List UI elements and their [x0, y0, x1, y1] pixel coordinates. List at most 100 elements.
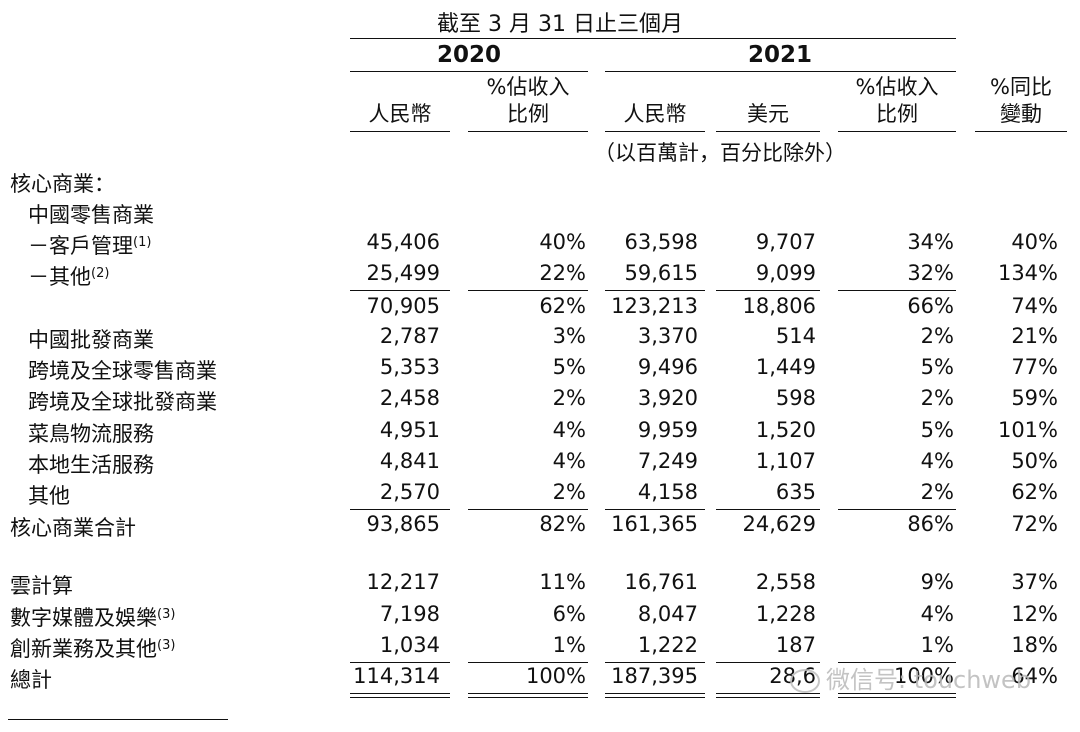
row-label: 核心商業： — [10, 172, 115, 196]
footnote-ref: (3) — [157, 607, 176, 622]
cell-pct-2021: 2% — [920, 480, 954, 504]
table-row: 跨境及全球批發商業 2,458 2% 3,920 598 2% 59% — [0, 386, 1080, 416]
row-label: 雲計算 — [10, 574, 73, 598]
cell-usd-2021: 9,707 — [755, 230, 816, 254]
table-row: 其他 2,570 2% 4,158 635 2% 62% — [0, 480, 1080, 510]
table-row: 雲計算 12,217 11% 16,761 2,558 9% 37% — [0, 570, 1080, 600]
cell-pct-2021: 4% — [920, 602, 954, 626]
table-row: 本地生活服務 4,841 4% 7,249 1,107 4% 50% — [0, 449, 1080, 479]
table-row: 中國批發商業 2,787 3% 3,370 514 2% 21% — [0, 324, 1080, 354]
grand-total-double-rule — [716, 693, 820, 698]
cell-yoy: 18% — [1011, 633, 1058, 657]
core-total-rule — [605, 509, 705, 510]
col-rmb-2021-underline — [605, 131, 705, 132]
col-pct-2021-line2: 比例 — [876, 102, 918, 126]
cell-pct-2021: 34% — [907, 230, 954, 254]
cell-rmb-2021: 161,365 — [611, 512, 698, 536]
cell-rmb-2021: 4,158 — [637, 480, 698, 504]
cell-usd-2021: 18,806 — [742, 294, 816, 318]
col-rmb-2020: 人民幣 — [368, 102, 432, 126]
row-label: －客戶管理(1) — [28, 234, 152, 258]
cell-rmb-2020: 2,570 — [379, 480, 440, 504]
table-row: 數字媒體及娛樂(3) 7,198 6% 8,047 1,228 4% 12% — [0, 602, 1080, 632]
cell-pct-2021: 2% — [920, 386, 954, 410]
grand-total-rule — [350, 662, 450, 663]
subtotal-rule — [468, 290, 588, 291]
cell-pct-2020: 40% — [539, 230, 586, 254]
cell-yoy: 77% — [1011, 355, 1058, 379]
grand-total-double-rule — [838, 693, 956, 698]
cell-rmb-2020: 4,951 — [379, 418, 440, 442]
cell-pct-2020: 82% — [539, 512, 586, 536]
cell-pct-2020: 5% — [552, 355, 586, 379]
col-pct-2021-underline — [838, 131, 956, 132]
cell-pct-2021: 2% — [920, 324, 954, 348]
cell-yoy: 74% — [1011, 294, 1058, 318]
cell-usd-2021: 1,520 — [755, 418, 816, 442]
cell-pct-2020: 4% — [552, 449, 586, 473]
cell-rmb-2021: 9,959 — [637, 418, 698, 442]
footnote-separator — [8, 719, 228, 720]
cell-pct-2021: 32% — [907, 261, 954, 285]
row-label: 菜鳥物流服務 — [28, 422, 154, 446]
cell-yoy: 134% — [997, 261, 1058, 285]
footnote-ref: (1) — [133, 235, 152, 250]
row-label: 總計 — [10, 668, 52, 692]
row-label: 核心商業合計 — [10, 516, 136, 540]
cell-usd-2021: 1,449 — [755, 355, 816, 379]
cell-usd-2021: 187 — [775, 633, 816, 657]
cell-pct-2020: 6% — [552, 602, 586, 626]
subtotal-rule — [605, 290, 705, 291]
cell-rmb-2021: 16,761 — [624, 570, 698, 594]
cell-pct-2021: 86% — [907, 512, 954, 536]
grand-total-rule — [838, 662, 956, 663]
cell-rmb-2021: 3,920 — [637, 386, 698, 410]
cell-rmb-2020: 45,406 — [366, 230, 440, 254]
cell-rmb-2021: 59,615 — [624, 261, 698, 285]
cell-rmb-2020: 4,841 — [379, 449, 440, 473]
subtotal-rule — [350, 290, 450, 291]
row-label: 跨境及全球零售商業 — [28, 359, 217, 383]
cell-pct-2020: 2% — [552, 386, 586, 410]
cell-rmb-2021: 9,496 — [637, 355, 698, 379]
cell-yoy: 12% — [1011, 602, 1058, 626]
cell-rmb-2020: 12,217 — [366, 570, 440, 594]
cell-pct-2021: 100% — [893, 664, 954, 688]
cell-yoy: 40% — [1011, 230, 1058, 254]
cell-yoy: 62% — [1011, 480, 1058, 504]
row-label: 中國批發商業 — [28, 328, 154, 352]
col-pct-2020-line1: %佔收入 — [486, 75, 570, 99]
table-row: －其他(2) 25,499 22% 59,615 9,099 32% 134% — [0, 261, 1080, 291]
cell-rmb-2020: 114,314 — [353, 664, 440, 688]
cell-pct-2021: 66% — [907, 294, 954, 318]
cell-rmb-2021: 1,222 — [637, 633, 698, 657]
cell-usd-2021: 598 — [775, 386, 816, 410]
cell-rmb-2021: 8,047 — [637, 602, 698, 626]
year-2020: 2020 — [436, 42, 501, 68]
cell-yoy: 21% — [1011, 324, 1058, 348]
footnote-ref: (3) — [157, 638, 176, 653]
col-rmb-2020-underline — [350, 131, 450, 132]
cell-rmb-2020: 1,034 — [379, 633, 440, 657]
cell-rmb-2021: 187,395 — [611, 664, 698, 688]
cell-pct-2020: 62% — [539, 294, 586, 318]
cell-pct-2020: 11% — [539, 570, 586, 594]
cell-pct-2020: 3% — [552, 324, 586, 348]
grand-total-rule — [468, 662, 588, 663]
cell-usd-2021: 1,107 — [755, 449, 816, 473]
table-row: 核心商業： — [0, 168, 1080, 198]
cell-pct-2020: 2% — [552, 480, 586, 504]
cell-rmb-2020: 25,499 — [366, 261, 440, 285]
core-total-rule — [350, 509, 450, 510]
grand-total-double-rule — [605, 693, 705, 698]
col-pct-2021-line1: %佔收入 — [855, 75, 939, 99]
table-row: －客戶管理(1) 45,406 40% 63,598 9,707 34% 40% — [0, 230, 1080, 260]
cell-usd-2021: 2,558 — [755, 570, 816, 594]
cell-pct-2021: 4% — [920, 449, 954, 473]
col-rmb-2021: 人民幣 — [623, 102, 687, 126]
col-pct-2020-underline — [468, 131, 588, 132]
cell-rmb-2021: 63,598 — [624, 230, 698, 254]
cell-rmb-2020: 2,458 — [379, 386, 440, 410]
cell-pct-2020: 1% — [552, 633, 586, 657]
year-2020-underline — [350, 71, 588, 72]
